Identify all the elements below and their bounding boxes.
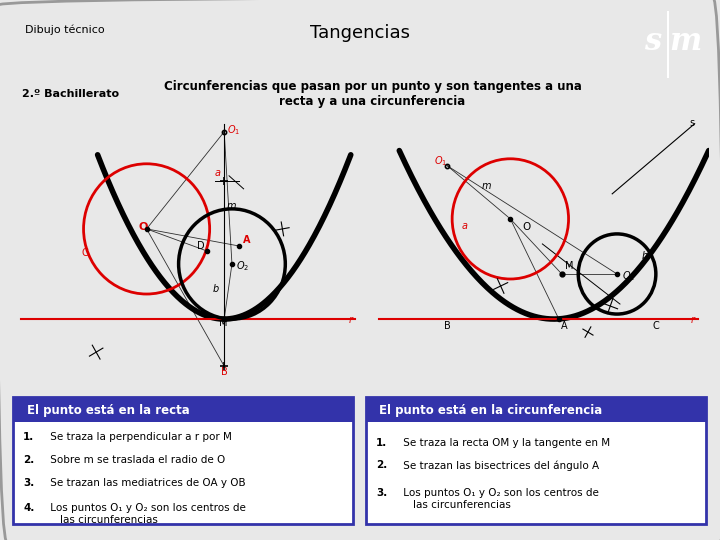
Text: s: s <box>644 26 662 57</box>
FancyBboxPatch shape <box>366 397 706 422</box>
Text: 2.: 2. <box>376 460 387 470</box>
FancyBboxPatch shape <box>13 397 353 422</box>
Text: M: M <box>219 318 228 328</box>
Text: $O_2$: $O_2$ <box>236 259 249 273</box>
Text: $O_1$: $O_1$ <box>433 154 447 167</box>
Text: A: A <box>243 235 250 245</box>
Text: Circunferencias que pasan por un punto y son tangentes a una
recta y a una circu: Circunferencias que pasan por un punto y… <box>163 80 582 108</box>
Text: A: A <box>561 321 567 331</box>
Text: s: s <box>690 118 695 128</box>
Text: m: m <box>669 26 701 57</box>
Text: Se traza la perpendicular a r por M: Se traza la perpendicular a r por M <box>47 433 232 442</box>
Text: $O_2$: $O_2$ <box>622 269 635 283</box>
Text: b: b <box>212 284 219 294</box>
Text: 1.: 1. <box>23 433 35 442</box>
Text: M: M <box>564 261 573 271</box>
Text: O: O <box>522 222 530 232</box>
Text: b: b <box>642 251 647 261</box>
Text: Se trazan las mediatrices de OA y OB: Se trazan las mediatrices de OA y OB <box>47 478 246 488</box>
Text: Los puntos O₁ y O₂ son los centros de
    las circunferencias: Los puntos O₁ y O₂ son los centros de la… <box>400 488 598 510</box>
Text: C: C <box>81 248 89 258</box>
FancyBboxPatch shape <box>366 397 706 524</box>
Text: 2.: 2. <box>23 455 35 465</box>
Text: C: C <box>652 321 660 331</box>
Text: B: B <box>221 367 228 377</box>
Text: m: m <box>227 201 237 211</box>
Text: r: r <box>690 315 695 325</box>
Text: Sobre m se traslada el radio de O: Sobre m se traslada el radio de O <box>47 455 225 465</box>
Text: B: B <box>444 321 451 331</box>
Text: Tangencias: Tangencias <box>310 24 410 42</box>
FancyBboxPatch shape <box>13 397 353 524</box>
Text: a: a <box>462 221 468 231</box>
Text: Se traza la recta OM y la tangente en M: Se traza la recta OM y la tangente en M <box>400 437 610 448</box>
Text: m: m <box>481 181 491 191</box>
Text: a: a <box>215 168 220 178</box>
Text: r: r <box>348 315 352 325</box>
Text: $O_1$: $O_1$ <box>227 123 240 137</box>
Text: 3.: 3. <box>23 478 35 488</box>
Text: Se trazan las bisectrices del ángulo A: Se trazan las bisectrices del ángulo A <box>400 460 599 471</box>
Text: El punto está en la recta: El punto está en la recta <box>27 404 189 417</box>
Text: El punto está en la circunferencia: El punto está en la circunferencia <box>379 404 603 417</box>
Text: Dibujo técnico: Dibujo técnico <box>24 24 104 35</box>
Text: D: D <box>197 241 204 251</box>
Text: O: O <box>139 222 148 232</box>
Text: 4.: 4. <box>23 503 35 514</box>
Text: Los puntos O₁ y O₂ son los centros de
    las circunferencias: Los puntos O₁ y O₂ son los centros de la… <box>47 503 246 525</box>
Text: 2.º Bachillerato: 2.º Bachillerato <box>22 89 119 99</box>
Text: 1.: 1. <box>376 437 387 448</box>
Text: 3.: 3. <box>376 488 387 498</box>
